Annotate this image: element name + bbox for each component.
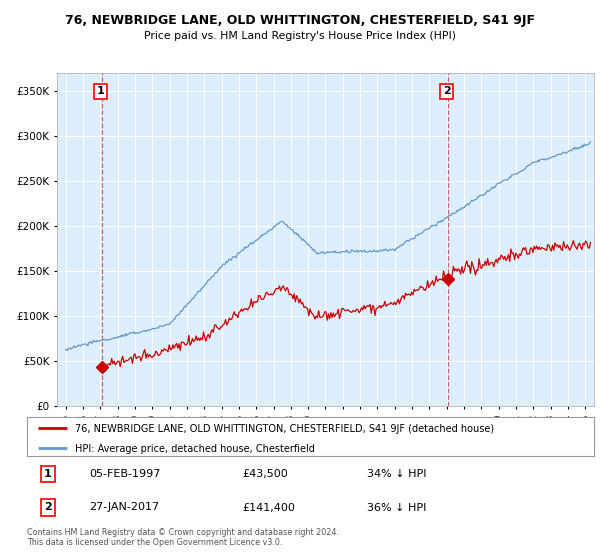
Text: 05-FEB-1997: 05-FEB-1997 [89, 469, 161, 479]
Text: 2: 2 [443, 86, 451, 96]
Text: 1: 1 [97, 86, 104, 96]
Text: 34% ↓ HPI: 34% ↓ HPI [367, 469, 427, 479]
Text: Contains HM Land Registry data © Crown copyright and database right 2024.
This d: Contains HM Land Registry data © Crown c… [27, 528, 339, 547]
Text: HPI: Average price, detached house, Chesterfield: HPI: Average price, detached house, Ches… [75, 444, 315, 454]
Text: 1: 1 [44, 469, 52, 479]
Text: 36% ↓ HPI: 36% ↓ HPI [367, 502, 427, 512]
Text: 27-JAN-2017: 27-JAN-2017 [89, 502, 160, 512]
Text: Price paid vs. HM Land Registry's House Price Index (HPI): Price paid vs. HM Land Registry's House … [144, 31, 456, 41]
Text: 76, NEWBRIDGE LANE, OLD WHITTINGTON, CHESTERFIELD, S41 9JF: 76, NEWBRIDGE LANE, OLD WHITTINGTON, CHE… [65, 14, 535, 27]
Text: 76, NEWBRIDGE LANE, OLD WHITTINGTON, CHESTERFIELD, S41 9JF (detached house): 76, NEWBRIDGE LANE, OLD WHITTINGTON, CHE… [75, 424, 494, 434]
Text: £141,400: £141,400 [242, 502, 295, 512]
Text: 2: 2 [44, 502, 52, 512]
Text: £43,500: £43,500 [242, 469, 288, 479]
